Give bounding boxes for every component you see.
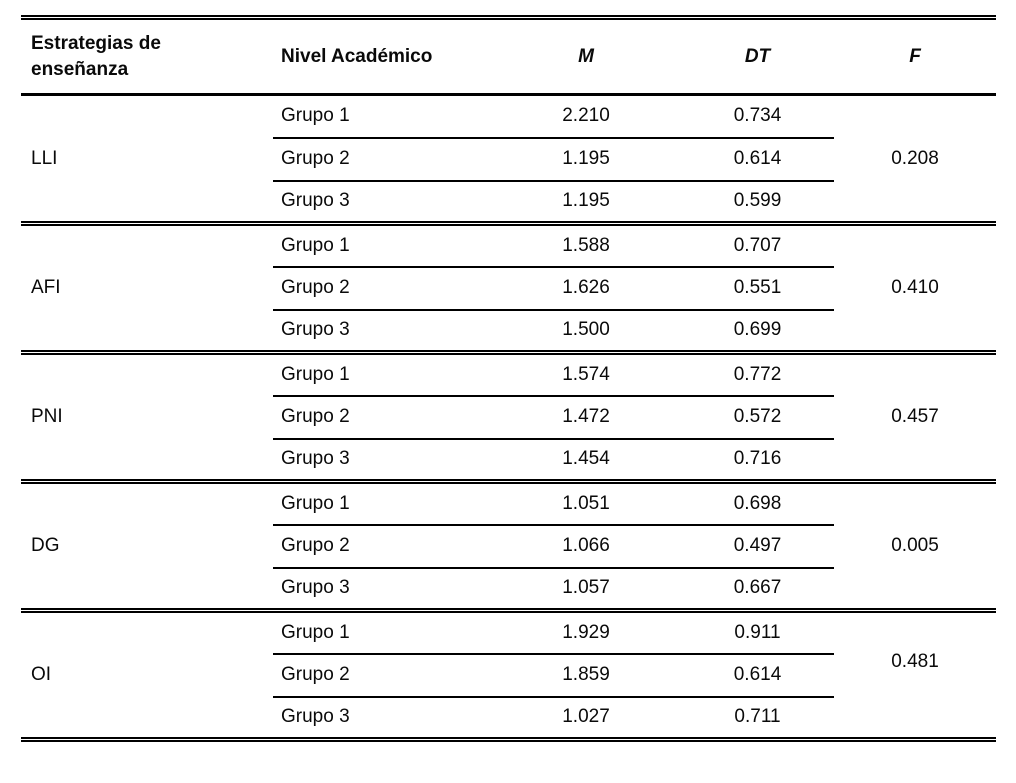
dt-value: 0.667 — [681, 567, 834, 613]
dt-value: 0.911 — [681, 610, 834, 655]
header-row: Estrategias de enseñanza Nivel Académico… — [21, 17, 996, 96]
f-value: 0.481 — [891, 651, 939, 672]
table-row: Grupo 3 1.027 0.711 — [21, 696, 996, 742]
col-header-estrategias: Estrategias de enseñanza — [21, 17, 273, 96]
nivel-cell: Grupo 3 — [273, 696, 491, 742]
nivel-cell: Grupo 1 — [273, 610, 491, 655]
strategy-label: DG — [21, 481, 273, 613]
dt-value: 0.716 — [681, 438, 834, 484]
nivel-cell: Grupo 3 — [273, 438, 491, 484]
table-row: Grupo 3 1.500 0.699 — [21, 309, 996, 355]
m-value: 2.210 — [491, 94, 681, 139]
f-cell: 0.481 — [834, 610, 996, 742]
table-row: Grupo 2 1.066 0.497 — [21, 524, 996, 569]
dt-value: 0.614 — [681, 653, 834, 698]
f-cell: 0.457 — [834, 352, 996, 484]
dt-value: 0.572 — [681, 395, 834, 440]
group-lli: LLI Grupo 1 2.210 0.734 0.208 Grupo 2 1.… — [21, 94, 996, 226]
group-afi: AFI Grupo 1 1.588 0.707 0.410 Grupo 2 1.… — [21, 223, 996, 355]
col-header-dt: DT — [681, 17, 834, 96]
f-value: 0.208 — [891, 147, 939, 169]
nivel-cell: Grupo 3 — [273, 180, 491, 226]
nivel-cell: Grupo 1 — [273, 352, 491, 397]
group-oi: OI Grupo 1 1.929 0.911 0.481 Grupo 2 1.8… — [21, 610, 996, 742]
table-row: Grupo 3 1.057 0.667 — [21, 567, 996, 613]
strategy-label: AFI — [21, 223, 273, 355]
table-row: Grupo 2 1.472 0.572 — [21, 395, 996, 440]
col-header-estrategias-label: Estrategias de enseñanza — [31, 32, 161, 80]
table-row: LLI Grupo 1 2.210 0.734 0.208 — [21, 94, 996, 226]
strategy-label: OI — [21, 610, 273, 742]
dt-value: 0.711 — [681, 696, 834, 742]
table-row: AFI Grupo 1 1.588 0.707 0.410 — [21, 223, 996, 355]
nivel-cell: Grupo 2 — [273, 266, 491, 311]
m-value: 1.472 — [491, 395, 681, 440]
table-row: Grupo 2 1.626 0.551 — [21, 266, 996, 311]
dt-value: 0.614 — [681, 137, 834, 182]
dt-value: 0.599 — [681, 180, 834, 226]
col-header-nivel: Nivel Académico — [273, 17, 491, 96]
table-header: Estrategias de enseñanza Nivel Académico… — [21, 17, 996, 96]
table-row: Grupo 2 1.859 0.614 — [21, 653, 996, 698]
f-cell: 0.208 — [834, 94, 996, 226]
m-value: 1.195 — [491, 137, 681, 182]
strategy-label: LLI — [21, 94, 273, 226]
nivel-cell: Grupo 1 — [273, 481, 491, 526]
f-cell: 0.005 — [834, 481, 996, 613]
dt-value: 0.699 — [681, 309, 834, 355]
f-value: 0.410 — [891, 277, 939, 298]
nivel-cell: Grupo 2 — [273, 524, 491, 569]
nivel-cell: Grupo 2 — [273, 653, 491, 698]
m-value: 1.057 — [491, 567, 681, 613]
group-pni: PNI Grupo 1 1.574 0.772 0.457 Grupo 2 1.… — [21, 352, 996, 484]
nivel-cell: Grupo 1 — [273, 223, 491, 268]
dt-value: 0.497 — [681, 524, 834, 569]
m-value: 1.574 — [491, 352, 681, 397]
f-value: 0.005 — [891, 535, 939, 556]
m-value: 1.195 — [491, 180, 681, 226]
table-row: OI Grupo 1 1.929 0.911 0.481 — [21, 610, 996, 742]
m-value: 1.027 — [491, 696, 681, 742]
m-value: 1.626 — [491, 266, 681, 311]
m-value: 1.500 — [491, 309, 681, 355]
m-value: 1.859 — [491, 653, 681, 698]
nivel-cell: Grupo 3 — [273, 567, 491, 613]
nivel-cell: Grupo 2 — [273, 395, 491, 440]
group-dg: DG Grupo 1 1.051 0.698 0.005 Grupo 2 1.0… — [21, 481, 996, 613]
m-value: 1.454 — [491, 438, 681, 484]
m-value: 1.066 — [491, 524, 681, 569]
f-cell: 0.410 — [834, 223, 996, 355]
col-header-f: F — [834, 17, 996, 96]
table-row: DG Grupo 1 1.051 0.698 0.005 — [21, 481, 996, 613]
m-value: 1.588 — [491, 223, 681, 268]
table-row: Grupo 3 1.195 0.599 — [21, 180, 996, 226]
nivel-cell: Grupo 3 — [273, 309, 491, 355]
dt-value: 0.551 — [681, 266, 834, 311]
anova-table: Estrategias de enseñanza Nivel Académico… — [21, 15, 996, 742]
table-row: PNI Grupo 1 1.574 0.772 0.457 — [21, 352, 996, 484]
table-row: Grupo 2 1.195 0.614 — [21, 137, 996, 182]
dt-value: 0.698 — [681, 481, 834, 526]
table-row: Grupo 3 1.454 0.716 — [21, 438, 996, 484]
dt-value: 0.707 — [681, 223, 834, 268]
dt-value: 0.772 — [681, 352, 834, 397]
strategy-label: PNI — [21, 352, 273, 484]
page: Estrategias de enseñanza Nivel Académico… — [0, 15, 1016, 783]
col-header-m: M — [491, 17, 681, 96]
dt-value: 0.734 — [681, 94, 834, 139]
m-value: 1.929 — [491, 610, 681, 655]
nivel-cell: Grupo 2 — [273, 137, 491, 182]
nivel-cell: Grupo 1 — [273, 94, 491, 139]
f-value: 0.457 — [891, 406, 939, 427]
m-value: 1.051 — [491, 481, 681, 526]
